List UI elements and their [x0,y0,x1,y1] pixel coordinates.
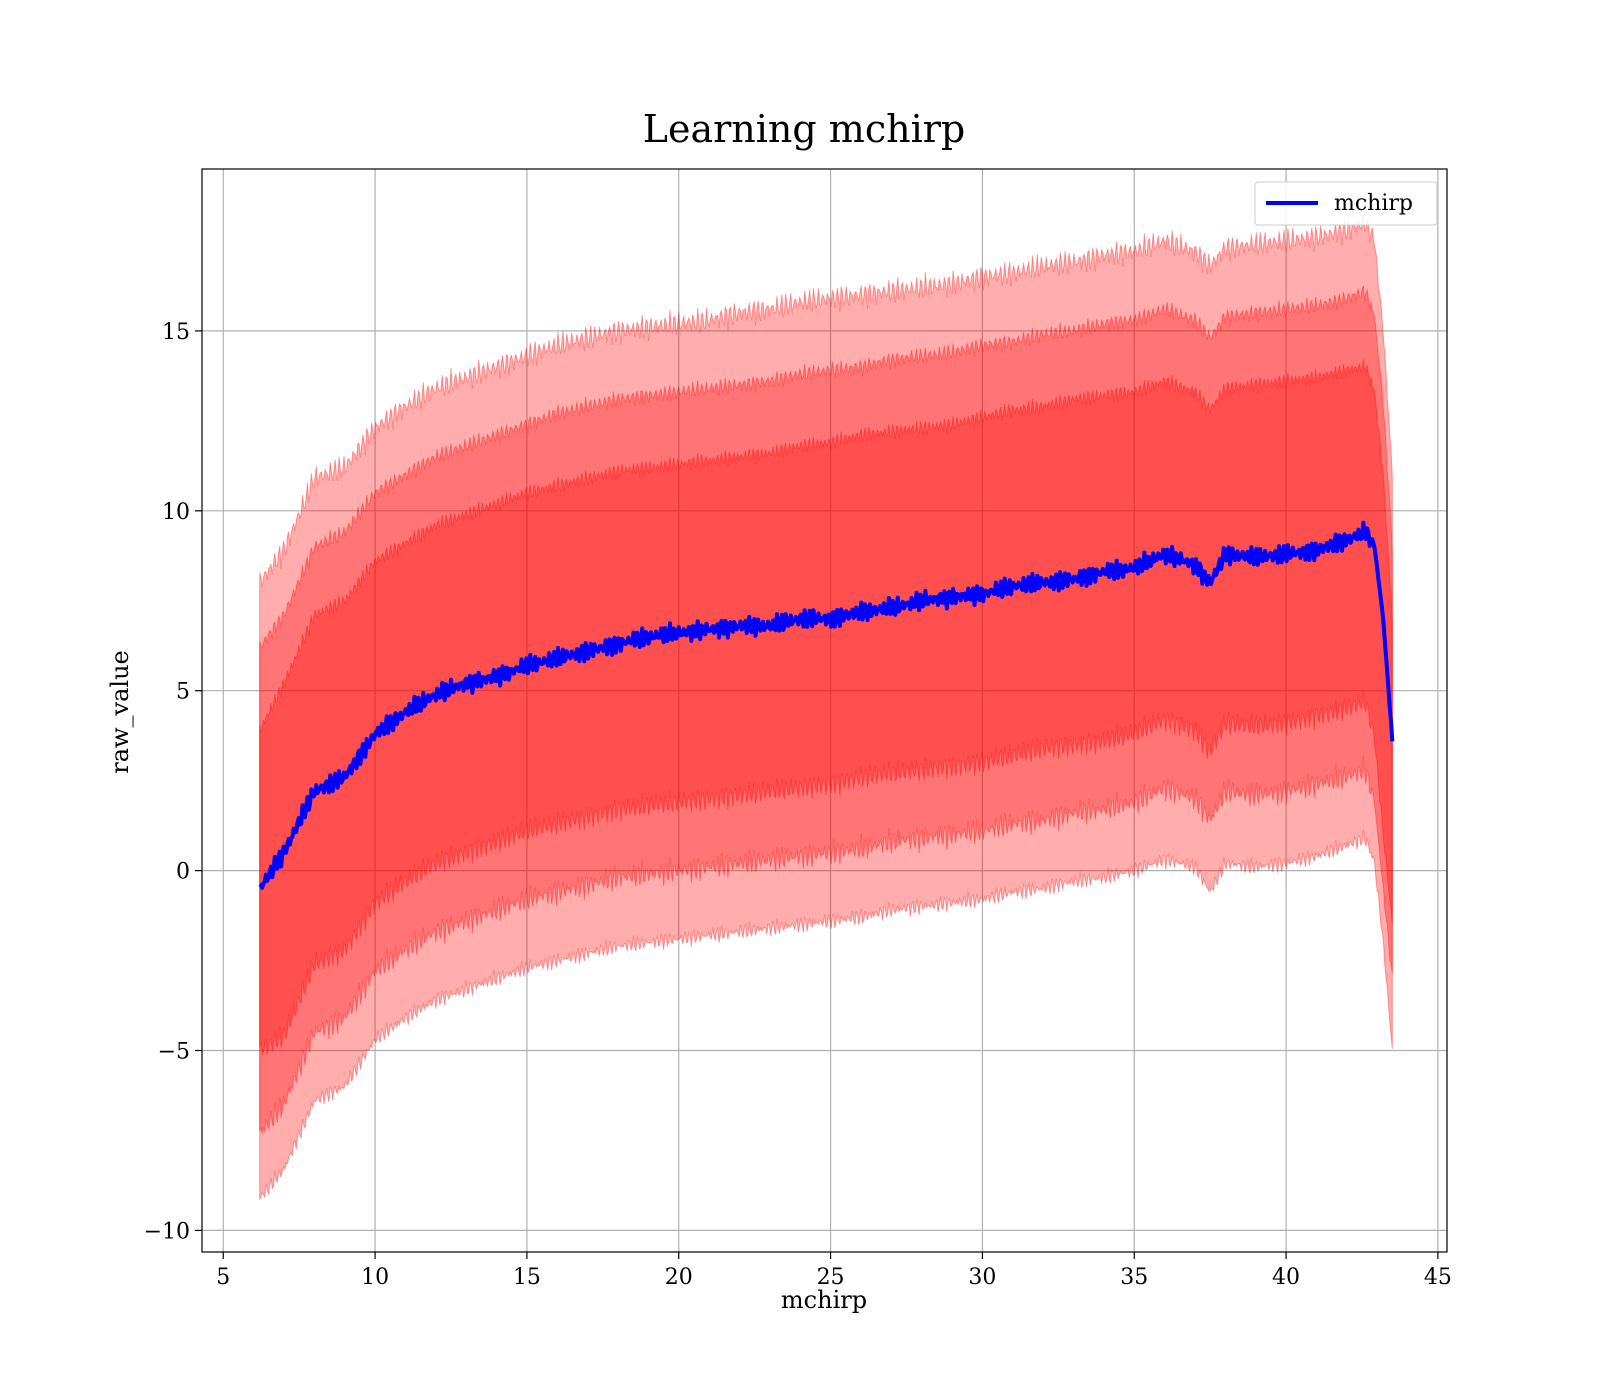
line-layer [258,520,1395,890]
band-1-sigma [259,359,1393,1057]
y-tick-label--5: −5 [158,1040,190,1065]
x-tick-label-30: 30 [968,1265,996,1290]
y-tick-label--10: −10 [144,1219,190,1244]
y-tick-label-5: 5 [176,680,190,705]
y-tick-label-0: 0 [176,860,190,885]
grid-layer [202,169,1447,1252]
x-axis: 5 10 15 20 25 30 35 40 45 [216,1252,1452,1290]
x-tick-label-5: 5 [216,1265,230,1290]
y-tick-label-10: 10 [162,500,190,525]
x-tick-label-40: 40 [1272,1265,1300,1290]
legend-box [1254,181,1438,226]
band-layer [259,212,1393,1200]
x-tick-label-20: 20 [665,1265,693,1290]
series-line-mchirp [258,520,1395,890]
plot-frame [201,168,1448,1253]
chart-title: Learning mchirp [643,107,965,151]
x-tick-label-10: 10 [361,1265,389,1290]
x-axis-label: mchirp [781,1286,867,1314]
x-tick-label-25: 25 [817,1265,845,1290]
y-axis: −10 −5 0 5 10 15 [144,320,202,1244]
legend-label-mchirp: mchirp [1334,191,1413,216]
legend: mchirp [1254,181,1438,226]
y-tick-label-15: 15 [162,320,190,345]
band-2-sigma [259,285,1393,1135]
x-tick-label-45: 45 [1424,1265,1452,1290]
x-tick-label-35: 35 [1120,1265,1148,1290]
x-tick-label-15: 15 [513,1265,541,1290]
y-axis-label: raw_value [106,650,134,774]
band-3-sigma [259,212,1393,1200]
